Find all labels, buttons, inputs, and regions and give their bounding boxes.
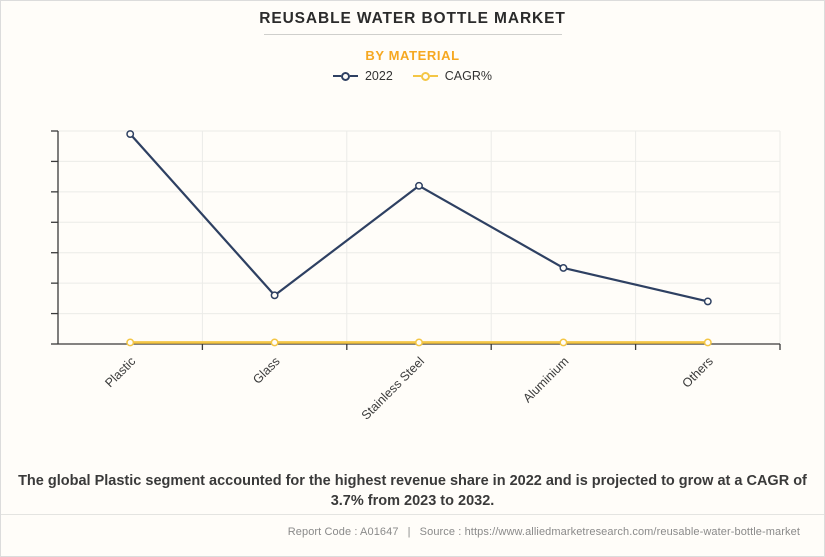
data-point (703, 297, 712, 306)
chart-subtitle: BY MATERIAL (365, 48, 460, 63)
line-marker-icon (412, 71, 438, 81)
legend-item-cagr[interactable]: CAGR% (412, 69, 493, 83)
chart-title: REUSABLE WATER BOTTLE MARKET (259, 10, 566, 27)
footer-separator: | (407, 526, 411, 538)
data-point (415, 338, 423, 347)
data-point (270, 291, 279, 300)
legend-label-2022: 2022 (364, 69, 393, 83)
summary-text: The global Plastic segment accounted for… (18, 473, 807, 510)
data-point (415, 181, 423, 190)
data-point (270, 338, 279, 347)
report-code: Report Code : A01647 (287, 526, 399, 538)
data-point (559, 338, 568, 347)
x-axis-label: Stainless Steel (359, 354, 427, 422)
data-point (559, 263, 568, 272)
x-axis-label: Others (679, 354, 715, 390)
source-url: Source : https://www.alliedmarketresearc… (419, 526, 800, 538)
data-point (126, 338, 135, 347)
line-marker-icon (332, 71, 358, 81)
legend-label-cagr: CAGR% (444, 69, 493, 83)
x-axis-label: Plastic (102, 354, 138, 390)
data-point (703, 338, 712, 347)
data-point (126, 130, 135, 138)
series-line-2022 (129, 133, 709, 303)
x-axis-label: Glass (250, 354, 282, 386)
legend: 2022 CAGR% (1, 69, 824, 83)
title-underline (263, 34, 562, 35)
legend-item-2022[interactable]: 2022 (332, 69, 393, 83)
footer-bar: Report Code : A01647 | Source : https://… (1, 514, 824, 556)
x-axis-label: Aluminium (520, 354, 571, 405)
line-chart-plot: Plastic Glass Stainless Steel Aluminium Othe… (51, 130, 781, 423)
